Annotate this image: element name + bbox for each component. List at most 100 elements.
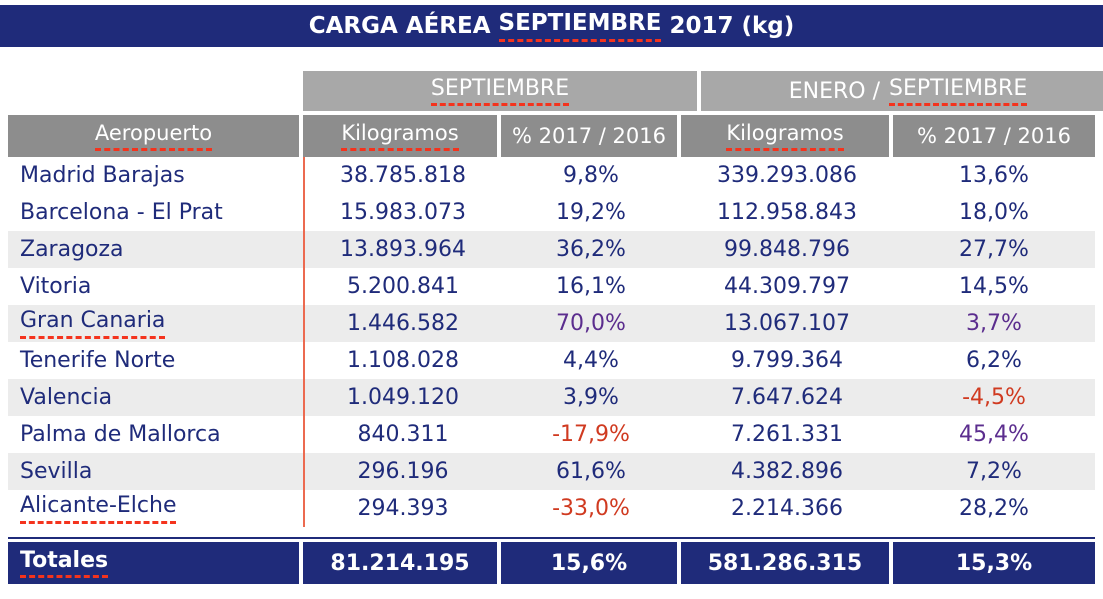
airport-name-cell: Vitoria [8,268,303,305]
title-bar: CARGA AÉREA SEPTIEMBRE 2017 (kg) [0,5,1103,47]
sep-kilograms-value: 296.196 [303,453,501,490]
table-row: Valencia 1.049.120 3,9% 7.647.624 -4,5% [8,379,1095,416]
ytd-pct-value: 6,2% [966,348,1022,373]
airport-name: Vitoria [20,274,92,299]
ytd-kilograms-value: 9.799.364 [731,348,843,373]
ytd-pct-value: 3,7% [966,311,1022,336]
page-title-month: SEPTIEMBRE [498,10,662,42]
sep-pct-value: 4,4% [563,348,619,373]
airport-name: Madrid Barajas [20,163,185,188]
ytd-pct-value: 7,2% [966,459,1022,484]
aeropuerto-label: Aeropuerto [94,121,213,151]
sep-pct-value: 19,2% [556,200,626,225]
sep-pct-value: 16,1% [556,274,626,299]
sep-kilograms-value: 38.785.818 [303,157,501,194]
ytd-kilograms-value: 112.958.843 [717,200,857,225]
kilogramos-ytd-label: Kilogramos [726,121,844,151]
ytd-kilograms-value: 13.067.107 [724,311,850,336]
ytd-pct-value: -4,5% [962,385,1026,410]
sep-pct-value: 36,2% [556,237,626,262]
sep-pct-value: -33,0% [552,496,630,521]
ytd-pct-value: 14,5% [959,274,1029,299]
group-header-enero-septiembre: ENERO / SEPTIEMBRE [701,71,1103,111]
group-septiembre-label: SEPTIEMBRE [430,76,570,107]
sep-kilograms-value: 5.200.841 [303,268,501,305]
table-row: Palma de Mallorca 840.311 -17,9% 7.261.3… [8,416,1095,453]
airport-name-cell: Barcelona - El Prat [8,194,303,231]
ytd-pct-value: 28,2% [959,496,1029,521]
pct-ytd-label: % 2017 / 2016 [917,124,1071,148]
airport-name: Sevilla [20,459,93,484]
airport-name: Gran Canaria [20,308,166,339]
ytd-kilograms-value: 7.261.331 [731,422,843,447]
sep-kilograms-value: 1.049.120 [303,379,501,416]
totals-sep-pct: 15,6% [501,542,681,584]
totals-divider [8,537,1095,539]
airport-name: Alicante-Elche [20,493,177,524]
airport-name-cell: Sevilla [8,453,303,490]
airport-name: Barcelona - El Prat [20,200,223,225]
ytd-kilograms-value: 44.309.797 [724,274,850,299]
ytd-pct-value: 45,4% [959,422,1029,447]
sep-pct-value: 70,0% [556,311,626,336]
group-header-spacer [8,71,303,111]
ytd-pct-value: 27,7% [959,237,1029,262]
group-ytd-month: SEPTIEMBRE [889,76,1028,107]
sep-kilograms-value: 294.393 [303,490,501,527]
airport-name-cell: Zaragoza [8,231,303,268]
totals-ytd-kilograms: 581.286.315 [681,542,893,584]
sep-pct-value: 9,8% [563,163,619,188]
table-row: Gran Canaria 1.446.582 70,0% 13.067.107 … [8,305,1095,342]
ytd-pct-value: 18,0% [959,200,1029,225]
sep-pct-value: 3,9% [563,385,619,410]
sep-kilograms-value: 1.108.028 [303,342,501,379]
page-title-prefix: CARGA AÉREA [308,13,491,39]
airport-name-cell: Palma de Mallorca [8,416,303,453]
ytd-kilograms-value: 99.848.796 [724,237,850,262]
airport-name-cell: Madrid Barajas [8,157,303,194]
column-header-row: Aeropuerto Kilogramos % 2017 / 2016 Kilo… [8,115,1095,157]
airport-name: Zaragoza [20,237,124,262]
group-header-row: SEPTIEMBRE ENERO / SEPTIEMBRE [8,71,1103,111]
table-row: Barcelona - El Prat 15.983.073 19,2% 112… [8,194,1095,231]
airport-name-cell: Valencia [8,379,303,416]
kilogramos-sep-label: Kilogramos [341,121,459,151]
cargo-table: SEPTIEMBRE ENERO / SEPTIEMBRE Aeropuerto… [8,71,1103,527]
table-body: Madrid Barajas 38.785.818 9,8% 339.293.0… [8,157,1095,527]
column-header-aeropuerto: Aeropuerto [8,115,303,157]
column-header-pct-sep: % 2017 / 2016 [501,115,681,157]
ytd-kilograms-value: 7.647.624 [731,385,843,410]
sep-pct-value: -17,9% [552,422,630,447]
table-row: Zaragoza 13.893.964 36,2% 99.848.796 27,… [8,231,1095,268]
table-row: Sevilla 296.196 61,6% 4.382.896 7,2% [8,453,1095,490]
totals-ytd-pct: 15,3% [955,550,1033,576]
sep-kilograms-value: 13.893.964 [303,231,501,268]
group-header-septiembre: SEPTIEMBRE [303,71,701,111]
page-title-suffix: 2017 (kg) [669,13,795,39]
totals-label: Totales [20,548,109,579]
totals-sep-kilograms: 81.214.195 [303,542,501,584]
sep-kilograms-value: 15.983.073 [303,194,501,231]
pct-sep-label: % 2017 / 2016 [512,124,666,148]
table-row: Madrid Barajas 38.785.818 9,8% 339.293.0… [8,157,1095,194]
airport-name-cell: Tenerife Norte [8,342,303,379]
table-row: Vitoria 5.200.841 16,1% 44.309.797 14,5% [8,268,1095,305]
table-row: Alicante-Elche 294.393 -33,0% 2.214.366 … [8,490,1095,527]
sep-pct-value: 61,6% [556,459,626,484]
airport-name-cell: Gran Canaria [8,305,303,342]
airport-name: Valencia [20,385,113,410]
column-header-kilogramos-sep: Kilogramos [303,115,501,157]
sep-kilograms-value: 1.446.582 [303,305,501,342]
ytd-pct-value: 13,6% [959,163,1029,188]
airport-name: Palma de Mallorca [20,422,221,447]
ytd-kilograms-value: 2.214.366 [731,496,843,521]
totals-label-cell: Totales [8,542,303,584]
ytd-kilograms-value: 339.293.086 [717,163,857,188]
airport-name-cell: Alicante-Elche [8,490,303,527]
sep-kilograms-value: 840.311 [303,416,501,453]
column-header-kilogramos-ytd: Kilogramos [681,115,893,157]
column-header-pct-ytd: % 2017 / 2016 [893,115,1095,157]
table-row: Tenerife Norte 1.108.028 4,4% 9.799.364 … [8,342,1095,379]
airport-name: Tenerife Norte [20,348,176,373]
totals-row: Totales 81.214.195 15,6% 581.286.315 15,… [8,542,1095,584]
